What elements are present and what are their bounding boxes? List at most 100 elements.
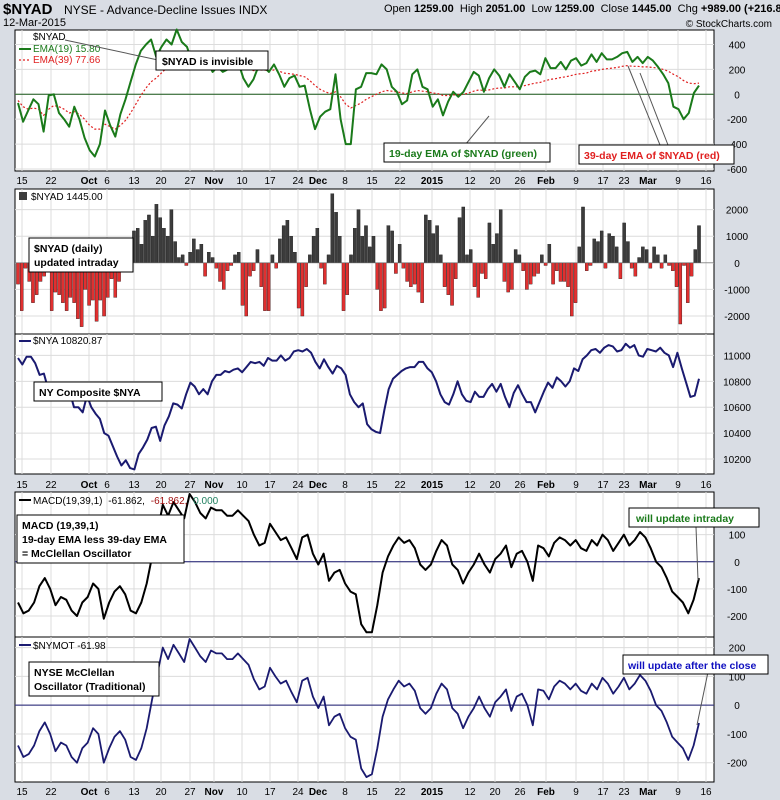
nyad-bar	[210, 257, 215, 263]
x-axis-bottom-label: 9	[675, 787, 681, 798]
nyad-bar	[341, 262, 346, 311]
x-axis-top-label: 22	[45, 176, 57, 187]
nyad-bar	[596, 241, 600, 263]
ema19-legend-label: EMA(19) 15.80	[33, 44, 101, 55]
nyad-bar	[614, 246, 619, 263]
nyad-bar	[158, 217, 162, 263]
nyad-bar	[641, 246, 645, 263]
nyad-bar	[450, 262, 454, 306]
nyad-bar	[285, 220, 290, 263]
nyad-bar	[386, 225, 391, 263]
nyad-bar	[532, 262, 537, 277]
nyad-bar	[364, 225, 368, 263]
nyad-bar	[678, 262, 683, 325]
nyad-bar	[510, 262, 514, 290]
nyad-bar	[345, 262, 350, 295]
nyad-bar	[472, 262, 477, 287]
nyad-bar	[585, 262, 589, 271]
annotation-text-line-1: NYSE McClellan	[34, 667, 115, 679]
x-axis-bottom-label: 17	[264, 787, 276, 798]
x-axis-bottom-label: 20	[489, 787, 501, 798]
annotation-text-line-2: 19-day EMA less 39-day EMA	[22, 534, 167, 546]
nyad-bar	[177, 257, 181, 263]
nyad-bar	[394, 262, 398, 274]
annotation-box	[578, 144, 735, 165]
annotation-pointer	[696, 671, 709, 726]
nyad-bar	[592, 238, 596, 263]
x-axis-middle-label: 22	[394, 480, 406, 491]
nyad-bar	[330, 193, 335, 263]
low-label: Low	[531, 3, 552, 15]
open-value: 1259.00	[413, 3, 454, 15]
x-axis-bottom-label: 17	[597, 787, 609, 798]
nyad-bar	[558, 262, 563, 282]
nyad-bar	[334, 212, 338, 263]
x-axis-bottom-label: Feb	[537, 787, 555, 798]
nyad-bar	[543, 262, 548, 266]
nyad-bar	[607, 233, 611, 263]
nymot-panel-ytick-label: -100	[727, 730, 747, 741]
nyad-bar	[281, 225, 286, 263]
nyad-bar	[622, 222, 626, 263]
chart-date: 12-Mar-2015	[3, 17, 66, 29]
nyad-bar	[469, 249, 473, 263]
annotation-box	[628, 507, 760, 528]
x-axis-top-label: Dec	[309, 176, 328, 187]
annotation-ema19-green: 19-day EMA of $NYAD (green)	[383, 115, 551, 163]
x-axis-bottom-label: 24	[292, 787, 304, 798]
nyad-bar	[667, 262, 671, 266]
nyad-bar	[427, 220, 432, 263]
annotation-ema39-red: 39-day EMA of $NYAD (red)	[578, 65, 735, 165]
x-axis-bottom-label: Mar	[639, 787, 657, 798]
nyad-daily-legend: $NYAD 1445.00	[19, 192, 103, 203]
annotation-text-line-3: = McClellan Oscillator	[22, 548, 131, 560]
nyad-bar	[674, 262, 679, 287]
x-axis-middle-label: 13	[128, 480, 140, 491]
nyad-bar	[555, 262, 559, 271]
nyad-bar	[263, 262, 267, 311]
x-axis-middle-label: 26	[514, 480, 526, 491]
x-axis-bottom-label: 8	[342, 787, 348, 798]
nyad-bar	[416, 262, 421, 293]
x-axis-middle-label: Oct	[81, 480, 98, 491]
nyad-bar	[588, 262, 593, 266]
nyad-bar	[409, 262, 413, 287]
annotation-pointer	[695, 526, 699, 581]
annotation-box	[28, 237, 134, 273]
nyad-bar	[495, 233, 499, 263]
nyad-bar	[233, 254, 237, 263]
x-axis-top-label: 8	[342, 176, 348, 187]
nyad-bar	[237, 252, 241, 263]
annotation-pointer	[64, 39, 159, 61]
x-axis-middle-label: 20	[155, 480, 167, 491]
nyad-bar	[446, 262, 451, 295]
x-axis-bottom: 15 22 Oct 6 13 20 27 Nov 10 17 24 Dec 8 15 22 2015 12 20 2…	[16, 787, 712, 798]
nyad-bar	[143, 220, 147, 263]
nyad-bar	[371, 236, 376, 263]
x-axis-bottom-label: 10	[236, 787, 248, 798]
nyad-bar	[225, 262, 230, 271]
nyad-bar	[513, 249, 518, 263]
close-value: 1445.00	[631, 3, 672, 15]
nyad-bar	[547, 244, 552, 263]
nyad-daily-panel-ytick-label: 1000	[726, 232, 749, 243]
nyad-bar	[573, 262, 578, 303]
x-axis-top-label: Feb	[537, 176, 555, 187]
ticker-description: NYSE - Advance-Decline Issues INDX	[64, 3, 268, 17]
macd-panel-ytick-label: -100	[727, 585, 747, 596]
close-label: Close	[600, 3, 629, 15]
macd-panel-frame	[14, 491, 715, 638]
macd-line	[17, 493, 700, 634]
nyad-bar	[536, 262, 540, 274]
nyad-bar	[476, 262, 480, 298]
x-axis-middle-label: 8	[342, 480, 348, 491]
annotation-pointer	[464, 115, 490, 146]
x-axis-bottom-label: Oct	[81, 787, 98, 798]
brand-watermark: © StockCharts.com	[685, 19, 772, 30]
nyad-bar	[648, 262, 653, 269]
nyad-bar	[308, 254, 312, 263]
nymot-panel-frame	[14, 636, 715, 783]
x-axis-top-label: 10	[236, 176, 248, 187]
annotation-nymot: NYSE McClellan Oscillator (Traditional)	[28, 661, 160, 697]
nyad-bar	[405, 262, 409, 282]
